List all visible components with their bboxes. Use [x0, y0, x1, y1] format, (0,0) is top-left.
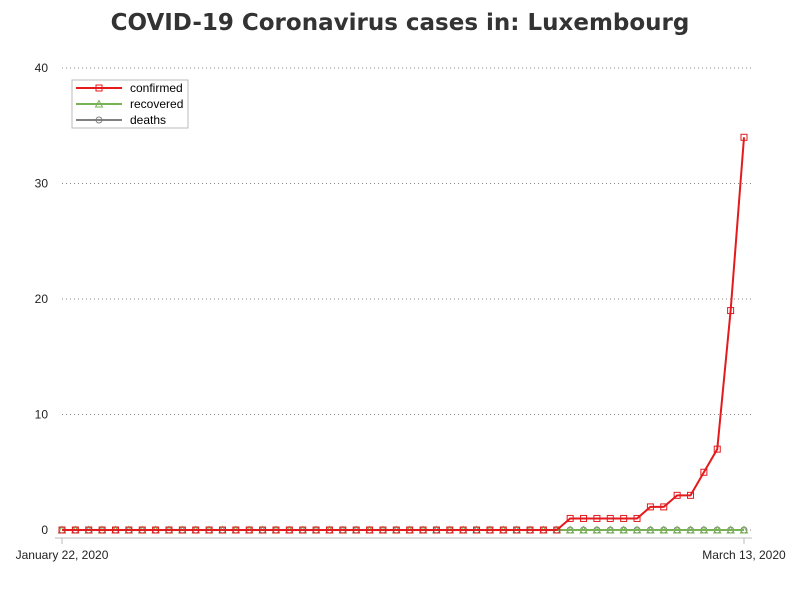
data-point-recovered	[619, 525, 628, 534]
data-point-confirmed	[526, 526, 534, 534]
y-tick-label: 40	[35, 61, 49, 75]
data-point-confirmed	[687, 491, 695, 499]
data-point-confirmed	[366, 526, 374, 534]
data-point-recovered	[699, 525, 709, 534]
y-tick-label: 0	[41, 523, 48, 537]
data-point-confirmed	[620, 514, 628, 522]
data-point-confirmed	[125, 526, 133, 534]
data-point-confirmed	[192, 526, 200, 534]
x-tick-label: March 13, 2020	[702, 548, 786, 562]
data-point-confirmed	[566, 514, 574, 522]
data-point-confirmed	[713, 445, 721, 453]
data-point-confirmed	[580, 514, 588, 522]
data-point-confirmed	[499, 526, 507, 534]
y-tick-label: 10	[35, 408, 49, 422]
data-point-confirmed	[352, 526, 360, 534]
data-point-confirmed	[379, 526, 387, 534]
data-point-confirmed	[339, 526, 347, 534]
data-point-recovered	[646, 525, 655, 534]
data-point-confirmed	[660, 503, 668, 511]
legend-marker-recovered	[94, 99, 104, 108]
data-point-confirmed	[553, 526, 561, 534]
data-point-confirmed	[473, 526, 481, 534]
data-point-confirmed	[138, 526, 146, 534]
data-point-confirmed	[272, 526, 280, 534]
data-point-recovered	[579, 525, 588, 534]
data-point-confirmed	[98, 526, 106, 534]
x-tick-label: January 22, 2020	[16, 548, 109, 562]
data-point-confirmed	[152, 526, 160, 534]
data-point-recovered	[605, 525, 615, 534]
data-point-recovered	[712, 525, 722, 534]
data-point-confirmed	[85, 526, 93, 534]
data-point-confirmed	[205, 526, 213, 534]
data-point-confirmed	[58, 526, 66, 534]
data-point-recovered	[686, 525, 695, 534]
data-point-confirmed	[232, 526, 240, 534]
data-point-confirmed	[486, 526, 494, 534]
data-point-recovered	[659, 525, 669, 534]
data-point-confirmed	[633, 514, 641, 522]
legend-marker-confirmed	[95, 84, 103, 92]
data-point-confirmed	[727, 307, 735, 315]
y-tick-label: 20	[35, 292, 49, 306]
data-point-recovered	[632, 525, 642, 534]
data-point-confirmed	[178, 526, 186, 534]
data-point-confirmed	[459, 526, 467, 534]
data-point-confirmed	[432, 526, 440, 534]
data-point-recovered	[592, 525, 602, 534]
data-point-confirmed	[325, 526, 333, 534]
data-point-confirmed	[111, 526, 119, 534]
data-point-confirmed	[406, 526, 414, 534]
data-point-confirmed	[259, 526, 267, 534]
data-point-confirmed	[71, 526, 79, 534]
chart-title: COVID-19 Coronavirus cases in: Luxembour…	[110, 10, 690, 36]
data-point-recovered	[739, 525, 749, 534]
legend-marker-deaths	[95, 116, 103, 124]
data-point-recovered	[565, 525, 575, 534]
data-point-confirmed	[218, 526, 226, 534]
data-point-confirmed	[593, 514, 601, 522]
data-point-confirmed	[446, 526, 454, 534]
data-point-recovered	[726, 525, 735, 534]
data-point-confirmed	[700, 468, 708, 476]
data-point-confirmed	[673, 491, 681, 499]
legend-label-recovered: recovered	[130, 97, 183, 111]
data-point-confirmed	[165, 526, 173, 534]
data-point-confirmed	[606, 514, 614, 522]
y-tick-label: 30	[35, 177, 49, 191]
data-point-confirmed	[285, 526, 293, 534]
data-point-confirmed	[299, 526, 307, 534]
data-point-confirmed	[539, 526, 547, 534]
legend-label-deaths: deaths	[130, 113, 166, 127]
data-point-confirmed	[312, 526, 320, 534]
data-point-confirmed	[245, 526, 253, 534]
series-line-confirmed	[62, 137, 745, 531]
data-point-recovered	[672, 525, 682, 534]
legend-label-confirmed: confirmed	[130, 81, 183, 95]
data-point-confirmed	[646, 503, 654, 511]
data-point-confirmed	[419, 526, 427, 534]
data-point-confirmed	[740, 133, 748, 141]
data-point-confirmed	[392, 526, 400, 534]
data-point-confirmed	[513, 526, 521, 534]
